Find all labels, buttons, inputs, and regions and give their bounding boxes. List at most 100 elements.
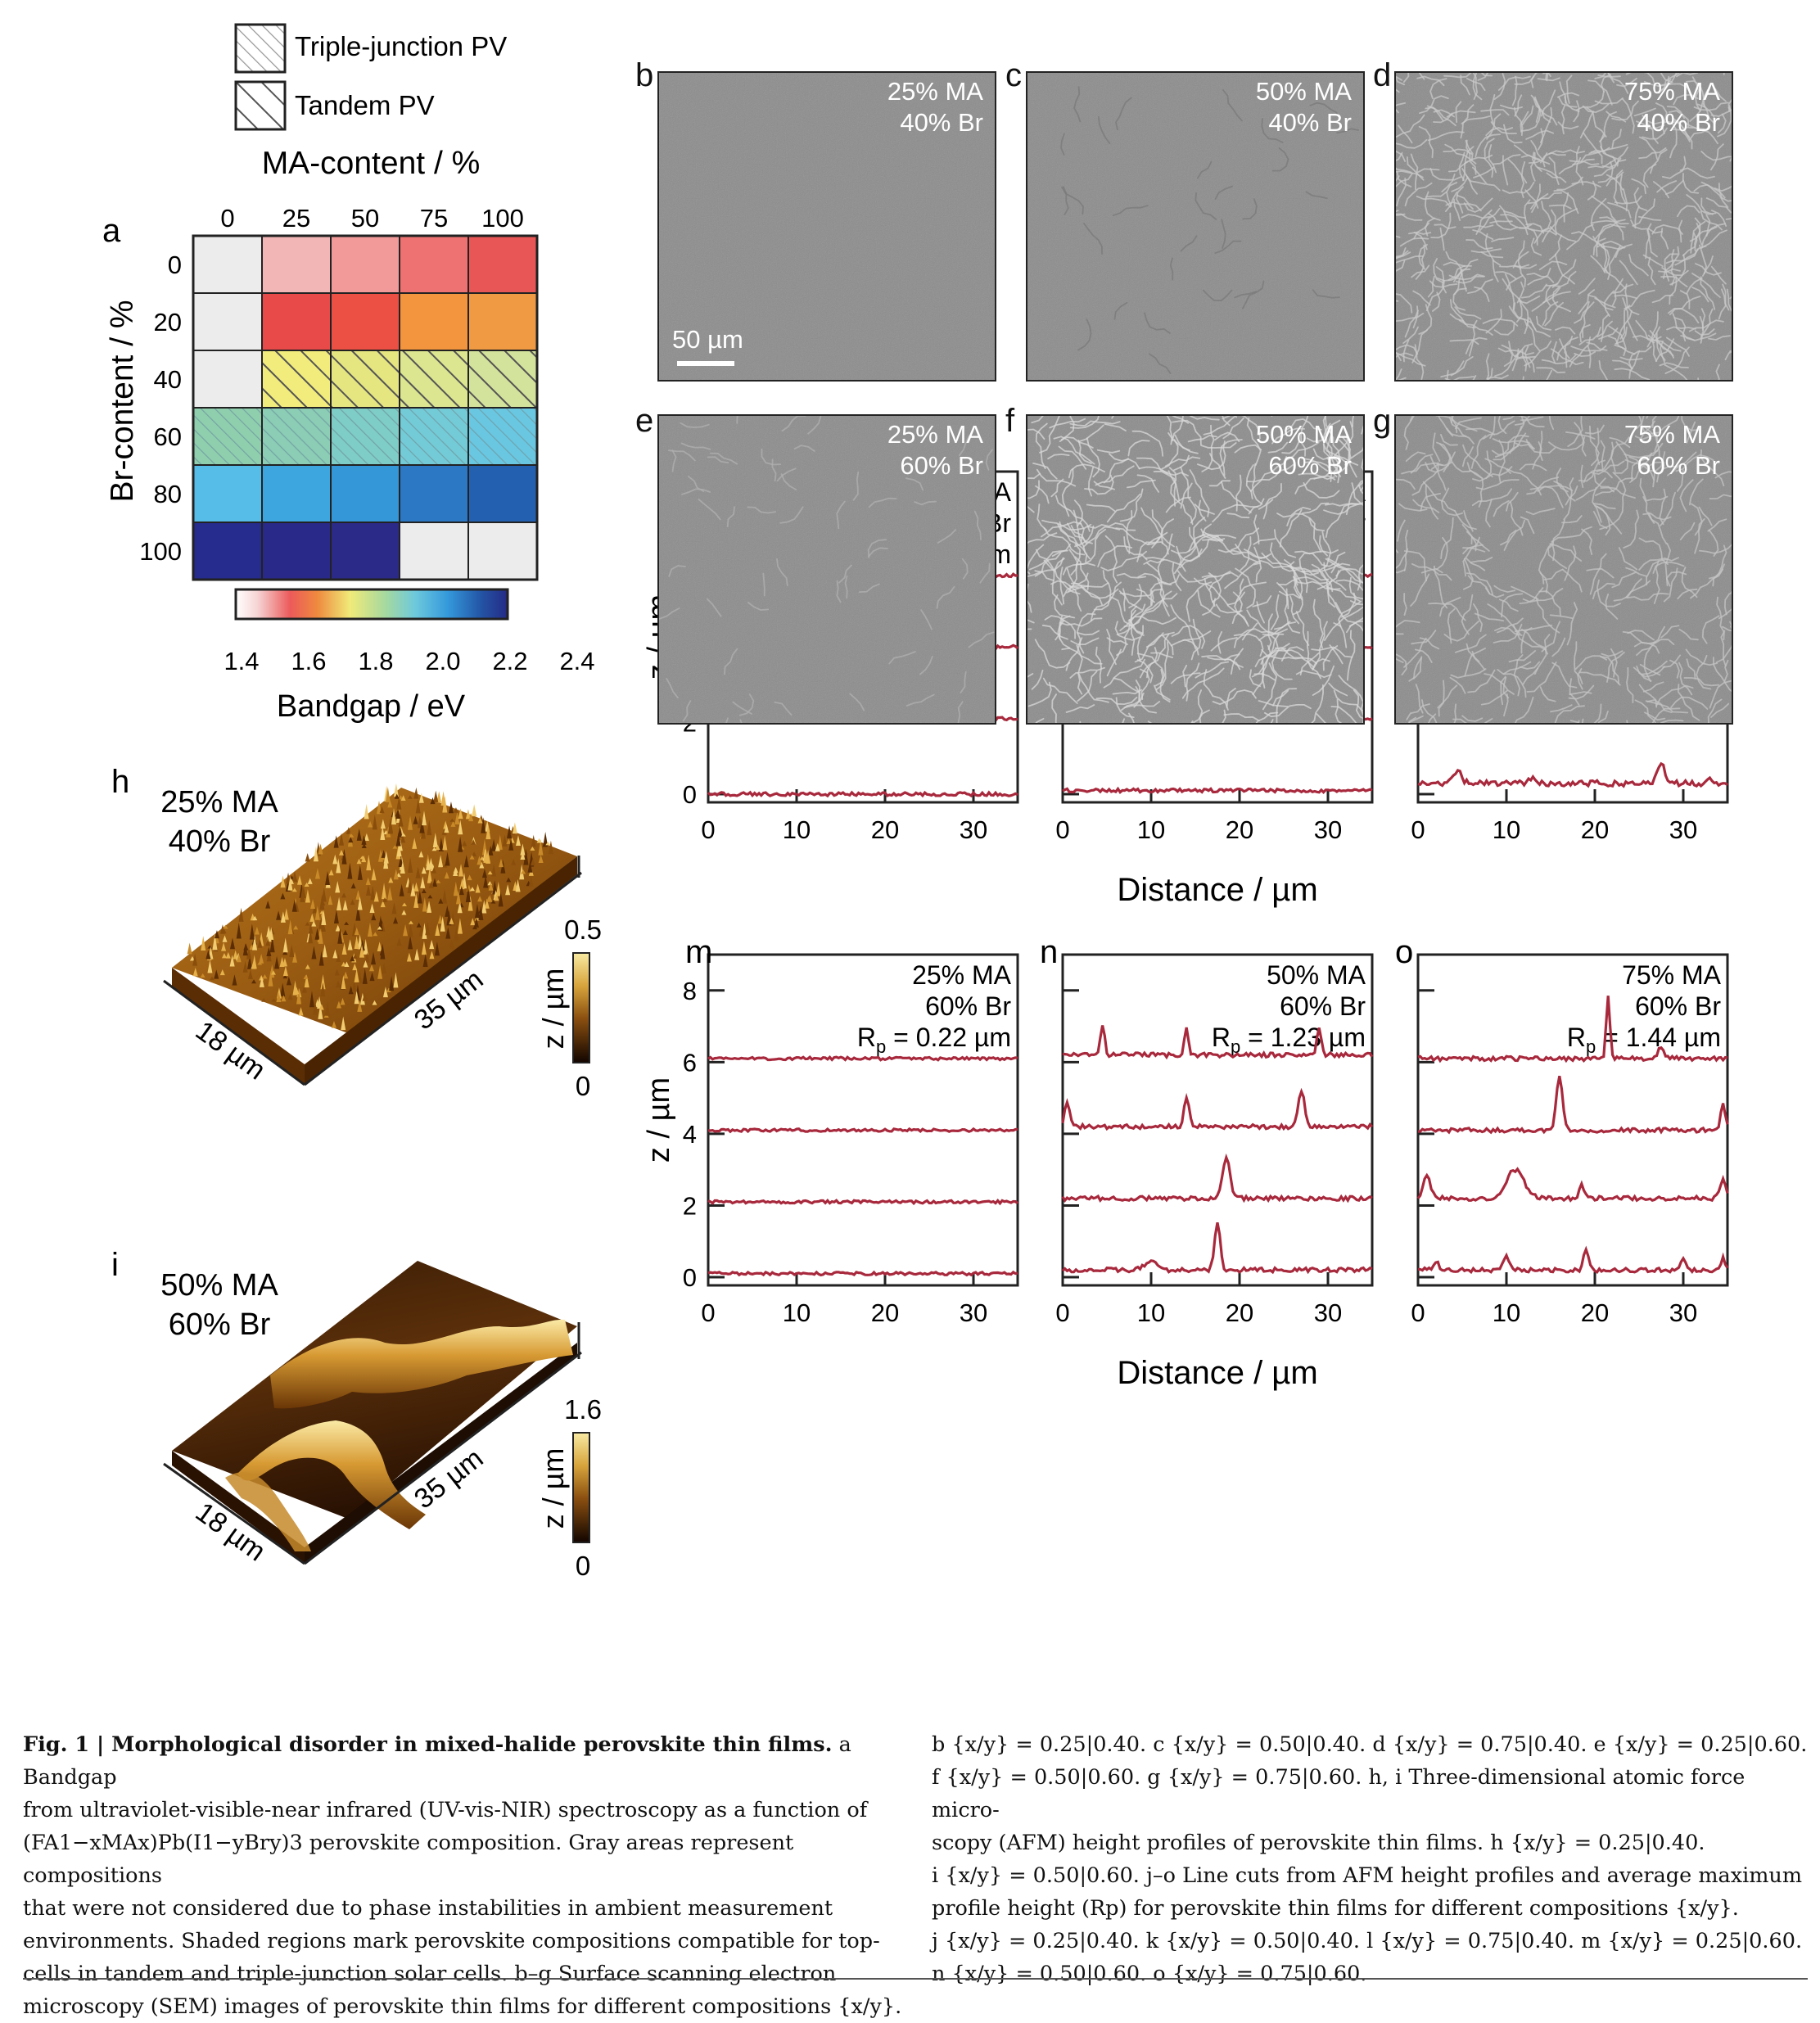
- colorbar-tick: 2.4: [559, 647, 594, 675]
- afm-h-spike: [531, 834, 536, 847]
- afm-h-spike: [431, 866, 437, 874]
- afm-h-spike: [398, 813, 404, 827]
- panel-letter-m: m: [685, 934, 712, 970]
- panel-br-label: 60% Br: [925, 991, 1011, 1021]
- afm-h-zlabel: z / µm: [536, 969, 570, 1050]
- afm-h-spike: [370, 885, 376, 901]
- afm-h-spike: [338, 850, 344, 856]
- afm-h-spike: [445, 851, 450, 866]
- afm-i-ridge-upper: [270, 1319, 573, 1409]
- afm-h-spike: [200, 973, 205, 978]
- heatmap-x-tick: 0: [220, 204, 234, 233]
- afm-i-side-front: [172, 1451, 305, 1564]
- afm-h-spike: [309, 913, 315, 922]
- afm-h-spike: [458, 836, 463, 852]
- afm-h-spike: [490, 900, 496, 904]
- afm-h-spike: [483, 848, 489, 863]
- afm-h-spike: [257, 938, 263, 948]
- sem-b-texture: [659, 73, 995, 380]
- heatmap-y-tick: 60: [154, 422, 182, 451]
- afm-h-spike: [484, 898, 490, 909]
- afm-h-spike: [280, 875, 286, 888]
- afm-h-spike: [438, 838, 444, 851]
- profile-line: [1416, 1167, 1729, 1203]
- afm-h-spike: [249, 923, 255, 940]
- afm-h-spike: [361, 843, 367, 849]
- afm-h-spike: [221, 928, 227, 934]
- afm-h-spike: [369, 903, 375, 913]
- y-tick-label: 8: [683, 977, 697, 1005]
- afm-h-spike: [454, 811, 460, 825]
- sem-d-texture: [1396, 73, 1732, 380]
- y-tick-label: 4: [683, 1120, 697, 1149]
- afm-h-spike: [265, 901, 271, 909]
- afm-h-spike: [291, 887, 297, 892]
- afm-h-spike: [314, 999, 320, 1008]
- afm-h-spike: [287, 993, 293, 1000]
- profile-line: [1417, 996, 1728, 1063]
- afm-h-spike: [478, 905, 484, 921]
- afm-h-spike: [548, 840, 553, 855]
- sem-g-label: 75% MA 60% Br: [1624, 420, 1720, 480]
- afm-h-spike: [483, 875, 489, 888]
- afm-h-spike: [505, 884, 511, 896]
- afm-h-spike: [229, 937, 235, 950]
- afm-h-spike: [362, 992, 368, 1001]
- panel-ma-label: 50% MA: [1267, 960, 1366, 990]
- afm-h-spike: [377, 964, 383, 979]
- panel-rp-label: Rp = 1.23 µm: [1212, 1023, 1366, 1057]
- afm-h-spike: [287, 919, 293, 935]
- afm-h-spike: [400, 834, 406, 843]
- afm-h-spike: [283, 908, 289, 920]
- afm-h-spike: [342, 929, 348, 935]
- panel-h: h 25% MA 40% Br 18 µm 35 µm 0.5 0 z / µm: [111, 764, 602, 1101]
- afm-h-spike: [368, 964, 374, 972]
- afm-h-spike: [318, 951, 324, 966]
- afm-h-spike: [349, 833, 355, 838]
- afm-h-spike: [305, 889, 310, 903]
- caption-right-line: f {x/y} = 0.50|0.60. g {x/y} = 0.75|0.60…: [932, 1765, 1745, 1822]
- x-tick-label: 0: [1411, 815, 1425, 844]
- panel-ma-label: 75% MA: [1622, 960, 1722, 990]
- afm-i-zmax: 1.6: [564, 1394, 602, 1425]
- heatmap-hatch-triple: [467, 407, 538, 466]
- afm-h-spike: [331, 1021, 336, 1028]
- figure-canvas: Triple-junction PV Tandem PV MA-content …: [102, 23, 1729, 1581]
- afm-h-spike: [393, 972, 399, 988]
- afm-h-spike: [350, 955, 355, 962]
- sem-f-texture: [1027, 416, 1363, 723]
- afm-h-spike: [408, 815, 413, 830]
- afm-h-spike: [538, 855, 544, 864]
- afm-h-spike: [279, 956, 285, 968]
- x-tick-label: 0: [1055, 1298, 1069, 1327]
- afm-h-spike: [252, 935, 258, 951]
- panel-letter-i: i: [111, 1247, 119, 1283]
- afm-h-width-axis: [163, 979, 305, 1086]
- afm-h-spike: [481, 869, 487, 878]
- heatmap-y-tick: 40: [154, 365, 182, 394]
- caption-right: b {x/y} = 0.25|0.40. c {x/y} = 0.50|0.40…: [932, 1728, 1808, 1990]
- sem-panel-d: 75% MA 40% Br: [1394, 71, 1733, 382]
- x-tick-label: 10: [783, 1298, 811, 1327]
- afm-h-spike: [281, 995, 287, 1002]
- afm-h-spike: [318, 1004, 323, 1019]
- afm-h-spike: [536, 838, 542, 843]
- panel-letter-e: e: [635, 403, 654, 439]
- afm-h-spike: [508, 838, 514, 851]
- afm-h-spike: [380, 826, 386, 841]
- bottom-rule: [23, 1978, 1808, 1980]
- afm-h-spike: [254, 926, 260, 935]
- colorbar-label: Bandgap / eV: [277, 689, 466, 724]
- afm-h-spike: [311, 946, 317, 960]
- panel-rp-label: Rp = 1.44 µm: [1567, 1023, 1721, 1057]
- afm-h-spike: [371, 951, 377, 965]
- afm-h-spike: [429, 939, 435, 950]
- panel-ma-label: 25% MA: [912, 960, 1012, 990]
- afm-h-spike: [312, 905, 318, 914]
- afm-h-spike: [357, 865, 363, 880]
- afm-h-spike: [341, 942, 347, 955]
- afm-h-spike: [314, 928, 320, 940]
- afm-h-spike: [425, 922, 431, 936]
- afm-h-spike: [463, 855, 469, 868]
- afm-h-spike: [481, 900, 487, 914]
